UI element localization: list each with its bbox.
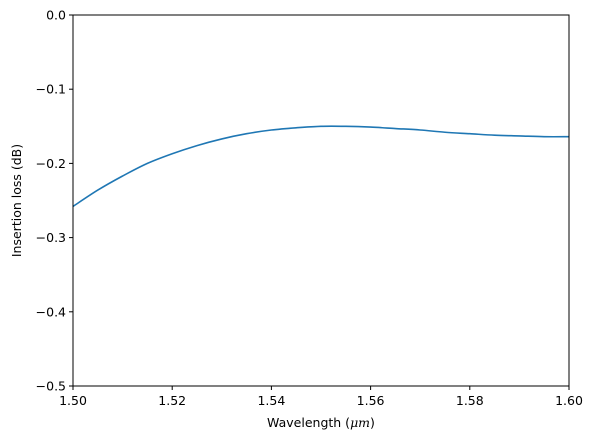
x-tick-label: 1.54: [257, 393, 285, 408]
y-tick-label: −0.5: [36, 379, 66, 394]
x-tick-label: 1.58: [456, 393, 484, 408]
x-axis: 1.50 1.52 1.54 1.56 1.58 1.60: [59, 386, 583, 408]
plot-frame: [72, 14, 570, 387]
x-tick-label: 1.56: [357, 393, 385, 408]
x-axis-label: Wavelength (μm): [267, 415, 375, 430]
y-tick-label: −0.3: [36, 230, 66, 245]
y-tick-label: −0.4: [36, 304, 66, 319]
x-axis-label-prefix: Wavelength (: [267, 415, 350, 430]
y-tick-label: −0.2: [36, 156, 66, 171]
x-axis-label-suffix: ): [370, 415, 375, 430]
y-axis: 0.0 −0.1 −0.2 −0.3 −0.4 −0.5: [36, 8, 73, 394]
y-axis-label: Insertion loss (dB): [9, 144, 24, 257]
x-tick-label: 1.50: [59, 393, 87, 408]
y-tick-label: −0.1: [36, 82, 66, 97]
x-tick-label: 1.60: [555, 393, 583, 408]
x-axis-label-unit: μm: [350, 415, 370, 430]
series-line-0: [72, 125, 570, 208]
y-tick-label: 0.0: [46, 8, 66, 23]
plot-area: [72, 125, 570, 208]
x-tick-label: 1.52: [158, 393, 186, 408]
